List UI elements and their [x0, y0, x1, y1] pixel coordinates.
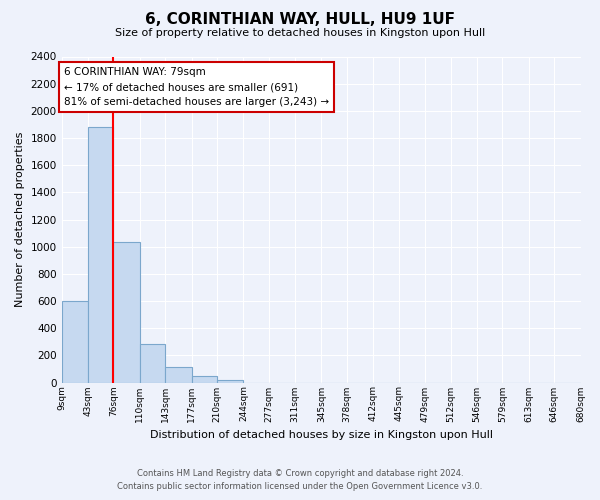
- Bar: [140, 344, 165, 383]
- Bar: [191, 376, 217, 382]
- Text: Contains HM Land Registry data © Crown copyright and database right 2024.
Contai: Contains HM Land Registry data © Crown c…: [118, 470, 482, 491]
- Text: Size of property relative to detached houses in Kingston upon Hull: Size of property relative to detached ho…: [115, 28, 485, 38]
- Text: 6, CORINTHIAN WAY, HULL, HU9 1UF: 6, CORINTHIAN WAY, HULL, HU9 1UF: [145, 12, 455, 28]
- Y-axis label: Number of detached properties: Number of detached properties: [15, 132, 25, 307]
- Bar: [165, 367, 191, 382]
- Bar: [217, 380, 244, 382]
- Bar: [113, 242, 140, 382]
- Text: 6 CORINTHIAN WAY: 79sqm
← 17% of detached houses are smaller (691)
81% of semi-d: 6 CORINTHIAN WAY: 79sqm ← 17% of detache…: [64, 68, 329, 107]
- Bar: [62, 301, 88, 382]
- Bar: [88, 127, 113, 382]
- X-axis label: Distribution of detached houses by size in Kingston upon Hull: Distribution of detached houses by size …: [149, 430, 493, 440]
